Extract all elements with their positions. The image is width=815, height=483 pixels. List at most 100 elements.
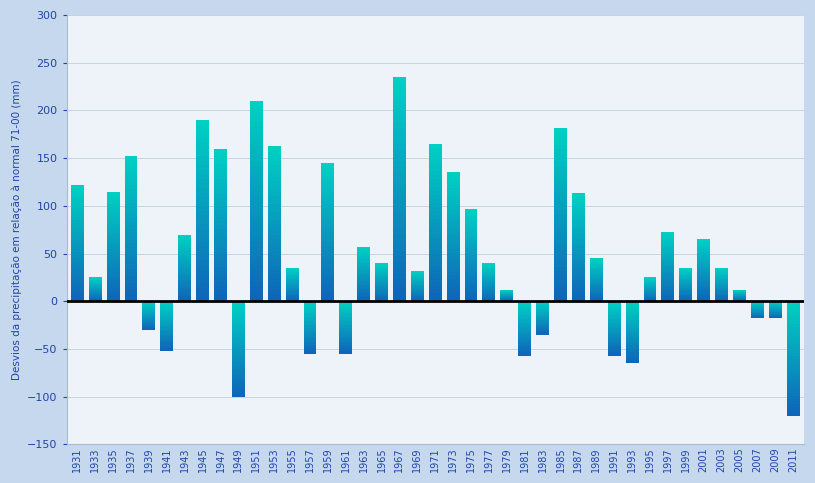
Bar [303,344,316,346]
Bar [71,220,84,223]
Bar [572,258,585,261]
Bar [71,266,84,270]
Bar [232,309,244,311]
Bar [662,298,674,299]
Bar [178,290,192,291]
Bar [357,247,370,248]
Bar [482,296,496,297]
Bar [196,260,209,265]
Bar [178,295,192,296]
Bar [161,321,174,322]
Bar [178,263,192,265]
Bar [357,255,370,256]
Bar [232,354,244,356]
Bar [250,271,262,276]
Bar [107,244,120,246]
Bar [375,263,388,264]
Bar [393,273,406,279]
Bar [321,218,334,222]
Bar [321,256,334,260]
Bar [107,277,120,279]
Bar [71,284,84,287]
Bar [411,276,424,277]
Bar [125,207,138,211]
Bar [608,318,621,319]
Bar [303,308,316,309]
Bar [786,336,800,339]
Bar [250,261,262,266]
Bar [161,310,174,311]
Bar [590,275,603,277]
Bar [608,311,621,312]
Bar [178,299,192,301]
Bar [644,299,656,300]
Bar [393,296,406,301]
Bar [590,281,603,282]
Bar [178,255,192,256]
Bar [447,185,460,188]
Bar [250,251,262,256]
Bar [715,278,728,279]
Bar [697,295,710,297]
Bar [375,282,388,283]
Bar [196,288,209,292]
Bar [232,366,244,368]
Bar [232,351,244,354]
Bar [321,236,334,239]
Bar [393,223,406,228]
Bar [321,212,334,215]
Bar [161,345,174,346]
Bar [626,337,638,339]
Bar [786,304,800,307]
Bar [143,329,156,330]
Bar [429,219,442,223]
Bar [715,298,728,299]
Bar [662,263,674,265]
Bar [303,307,316,308]
Bar [482,279,496,280]
Bar [89,289,102,290]
Bar [357,275,370,277]
Bar [321,170,334,173]
Bar [644,298,656,299]
Bar [178,284,192,286]
Bar [125,269,138,272]
Bar [375,266,388,267]
Bar [482,299,496,300]
Bar [107,216,120,219]
Bar [554,201,567,206]
Bar [680,284,692,285]
Bar [143,318,156,319]
Bar [214,160,227,164]
Bar [482,280,496,281]
Bar [232,389,244,392]
Bar [267,247,280,251]
Bar [715,284,728,285]
Bar [125,156,138,160]
Bar [196,201,209,206]
Bar [339,325,352,326]
Bar [429,171,442,175]
Bar [680,282,692,283]
Bar [285,278,298,279]
Bar [411,279,424,280]
Bar [680,287,692,288]
Bar [285,295,298,296]
Bar [680,272,692,273]
Bar [715,269,728,270]
Bar [429,159,442,164]
Bar [321,201,334,204]
Bar [285,293,298,294]
Bar [608,304,621,305]
Bar [125,174,138,178]
Bar [178,243,192,244]
Bar [536,323,549,324]
Bar [465,239,478,241]
Bar [447,233,460,236]
Bar [482,266,496,267]
Bar [161,350,174,351]
Bar [178,283,192,284]
Bar [125,232,138,236]
Bar [89,297,102,298]
Bar [125,182,138,185]
